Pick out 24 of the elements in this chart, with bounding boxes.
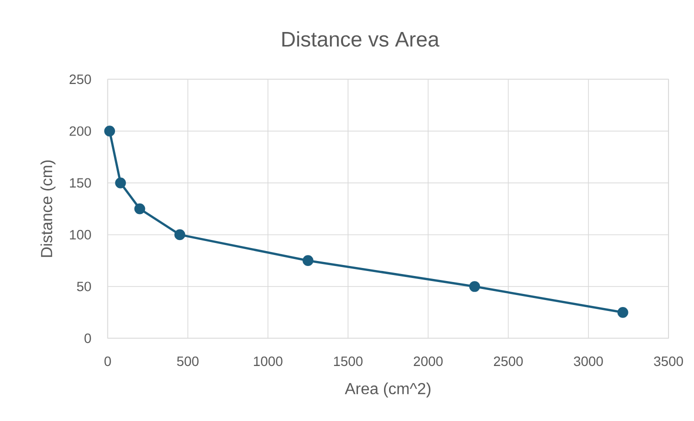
y-tick-label: 50 [77, 282, 91, 292]
y-tick-label: 150 [70, 178, 91, 188]
x-tick-label: 0 [104, 356, 111, 366]
x-tick-label: 3000 [574, 356, 603, 366]
x-tick-label: 2000 [414, 356, 443, 366]
y-tick-label: 250 [70, 74, 91, 84]
y-axis-title: Distance (cm) [40, 160, 56, 257]
y-tick-label: 200 [70, 126, 91, 136]
point [302, 255, 314, 266]
point [174, 229, 186, 240]
point [115, 177, 126, 188]
x-tick-label: 500 [177, 356, 199, 366]
point [617, 306, 628, 318]
chart-title: Distance vs Area [282, 31, 440, 47]
x-tick-label: 3500 [654, 356, 683, 366]
x-tick-label: 2500 [494, 356, 523, 366]
y-tick-label: 0 [84, 334, 91, 344]
point [104, 126, 116, 137]
y-tick-label: 100 [70, 230, 91, 240]
x-axis-title: Area (cm^2) [344, 382, 430, 398]
x-tick-label: 1500 [334, 356, 363, 366]
point [469, 281, 480, 292]
x-tick-label: 1000 [254, 356, 282, 366]
point [134, 203, 146, 214]
